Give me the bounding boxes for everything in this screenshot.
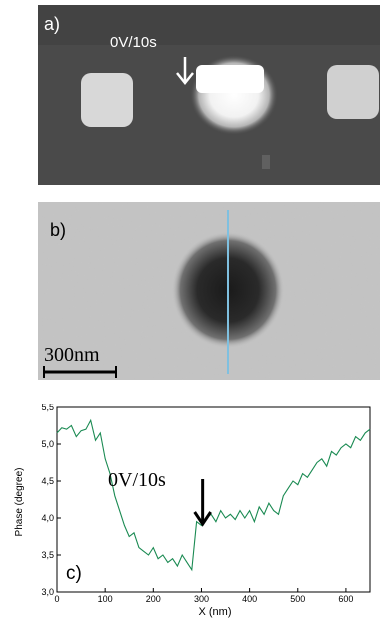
right-square: [327, 65, 379, 119]
y-tick-label: 5,0: [41, 439, 54, 449]
scalebar: [43, 366, 117, 378]
panel-c-annotation: 0V/10s: [108, 469, 166, 491]
phase-series-line: [56, 418, 371, 572]
panel-a-label: a): [44, 14, 60, 34]
panel-a: a) 0V/10s: [38, 5, 380, 185]
scalebar-label: 300nm: [44, 344, 100, 366]
plot-frame: [56, 406, 371, 593]
x-tick-label: 100: [98, 594, 113, 604]
phase-profile-chart: 3,0 3,5 4,0 4,5 5,0 5,5 0 100 200 300 400 500 600 P…: [14, 402, 371, 618]
center-upper-half: [196, 65, 264, 93]
down-arrow-icon: [193, 479, 212, 527]
y-axis-label: Phase (degree): [14, 468, 25, 537]
panel-b-label: b): [50, 220, 66, 240]
panel-a-image: a) 0V/10s: [38, 5, 380, 185]
y-tick-label: 4,0: [41, 513, 54, 523]
y-axis: 3,0 3,5 4,0 4,5 5,0 5,5: [41, 402, 61, 597]
y-tick-label: 4,5: [41, 476, 54, 486]
x-axis-label: X (nm): [199, 606, 232, 618]
y-tick-label: 3,0: [41, 587, 54, 597]
x-tick-label: 400: [242, 594, 257, 604]
left-square: [81, 73, 133, 127]
x-axis: 0 100 200 300 400 500 600: [54, 588, 353, 604]
x-tick-label: 300: [194, 594, 209, 604]
x-tick-label: 500: [290, 594, 305, 604]
panel-c: 3,0 3,5 4,0 4,5 5,0 5,5 0 100 200 300 400 500 600 P…: [0, 402, 382, 621]
panel-b-image: b) 300nm: [38, 202, 380, 380]
x-tick-label: 0: [54, 594, 59, 604]
panel-b: b) 300nm: [38, 202, 380, 380]
y-tick-label: 5,5: [41, 404, 54, 412]
x-tick-label: 600: [338, 594, 353, 604]
panel-c-label: c): [66, 563, 82, 584]
y-tick-label: 3,5: [41, 550, 54, 560]
panel-a-annotation: 0V/10s: [110, 34, 157, 51]
x-tick-label: 200: [146, 594, 161, 604]
down-arrow-icon: [176, 57, 194, 86]
